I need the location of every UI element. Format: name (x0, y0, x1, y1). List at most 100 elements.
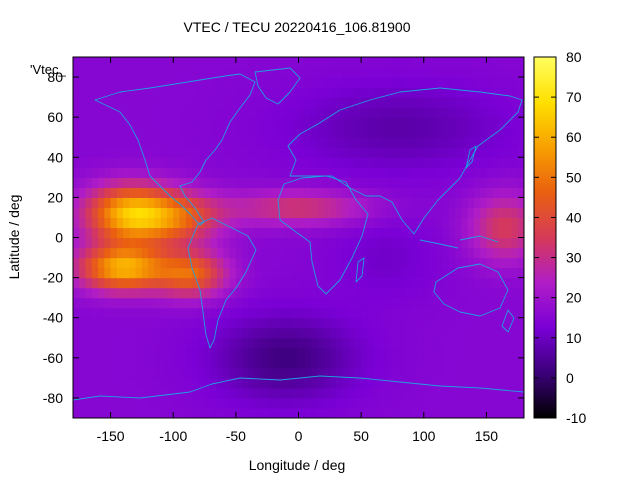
heatmap-cell (298, 67, 306, 78)
heatmap-cell (411, 197, 419, 209)
heatmap-cell (148, 187, 156, 198)
heatmap-cell (166, 77, 174, 88)
heatmap-cell (135, 187, 143, 198)
heatmap-cell (192, 207, 199, 219)
heatmap-cell (179, 207, 187, 219)
heatmap-cell (229, 137, 237, 148)
heatmap-cell (141, 227, 149, 239)
heatmap-cell (354, 177, 362, 188)
heatmap-cell (436, 57, 444, 68)
heatmap-cell (348, 77, 356, 88)
heatmap-cell (292, 377, 300, 389)
heatmap-cell (254, 237, 262, 249)
heatmap-cell (135, 197, 143, 209)
heatmap-cell (129, 357, 137, 369)
heatmap-cell (498, 247, 506, 259)
heatmap-cell (336, 187, 343, 198)
heatmap-cell (91, 297, 99, 309)
heatmap-cell (461, 327, 469, 339)
heatmap-cell (323, 57, 331, 68)
heatmap-cell (373, 337, 381, 349)
heatmap-cell (235, 247, 243, 259)
heatmap-cell (467, 267, 475, 279)
heatmap-cell (480, 147, 488, 158)
heatmap-cell (336, 67, 343, 78)
heatmap-cell (392, 407, 400, 418)
heatmap-cell (292, 77, 300, 88)
heatmap-cell (317, 187, 325, 198)
heatmap-cell (336, 347, 343, 359)
heatmap-cell (135, 257, 143, 269)
heatmap-cell (260, 197, 268, 209)
heatmap-cell (436, 237, 444, 249)
heatmap-cell (192, 217, 199, 229)
heatmap-cell (254, 307, 262, 319)
heatmap-cell (480, 77, 488, 88)
heatmap-cell (204, 317, 212, 329)
heatmap-cell (279, 157, 287, 168)
heatmap-cell (373, 227, 381, 239)
heatmap-cell (154, 257, 162, 269)
heatmap-cell (473, 357, 481, 369)
heatmap-cell (480, 197, 488, 209)
heatmap-cell (135, 57, 143, 68)
heatmap-cell (185, 67, 193, 78)
heatmap-cell (135, 377, 143, 389)
heatmap-cell (423, 197, 431, 209)
heatmap-cell (480, 337, 488, 349)
heatmap-cell (342, 337, 350, 349)
heatmap-cell (123, 337, 130, 349)
heatmap-cell (192, 247, 199, 259)
heatmap-cell (217, 117, 224, 128)
heatmap-cell (311, 317, 318, 329)
heatmap-cell (160, 107, 168, 118)
heatmap-cell (311, 397, 318, 409)
colorbar-tick-label: 80 (566, 49, 582, 65)
heatmap-cell (135, 407, 143, 418)
heatmap-cell (73, 287, 80, 299)
heatmap-cell (210, 217, 218, 229)
heatmap-cell (210, 177, 218, 188)
heatmap-cell (91, 77, 99, 88)
heatmap-cell (486, 397, 494, 409)
heatmap-cell (91, 177, 99, 188)
heatmap-cell (73, 397, 80, 409)
heatmap-cell (242, 187, 249, 198)
heatmap-cell (192, 157, 199, 168)
heatmap-cell (160, 207, 168, 219)
heatmap-cell (386, 127, 394, 138)
heatmap-cell (298, 167, 306, 178)
heatmap-cell (361, 197, 368, 209)
heatmap-cell (379, 217, 387, 229)
heatmap-cell (336, 117, 343, 128)
heatmap-cell (242, 177, 249, 188)
heatmap-cell (461, 117, 469, 128)
heatmap-cell (336, 307, 343, 319)
heatmap-cell (404, 107, 412, 118)
heatmap-cell (423, 367, 431, 379)
heatmap-cell (210, 247, 218, 259)
heatmap-cell (73, 117, 80, 128)
heatmap-cell (279, 97, 287, 108)
heatmap-cell (217, 157, 224, 168)
heatmap-cell (317, 227, 325, 239)
heatmap-cell (336, 317, 343, 329)
heatmap-cell (279, 177, 287, 188)
heatmap-cell (348, 327, 356, 339)
heatmap-cell (304, 267, 312, 279)
heatmap-cell (141, 277, 149, 289)
heatmap-cell (217, 177, 224, 188)
heatmap-cell (386, 237, 394, 249)
heatmap-cell (379, 267, 387, 279)
heatmap-cell (404, 237, 412, 249)
heatmap-cell (455, 387, 462, 399)
heatmap-cell (398, 267, 406, 279)
heatmap-cell (367, 67, 375, 78)
heatmap-cell (404, 407, 412, 418)
heatmap-cell (141, 67, 149, 78)
heatmap-cell (317, 337, 325, 349)
heatmap-cell (166, 187, 174, 198)
heatmap-cell (141, 237, 149, 249)
heatmap-cell (91, 357, 99, 369)
heatmap-cell (455, 57, 462, 68)
